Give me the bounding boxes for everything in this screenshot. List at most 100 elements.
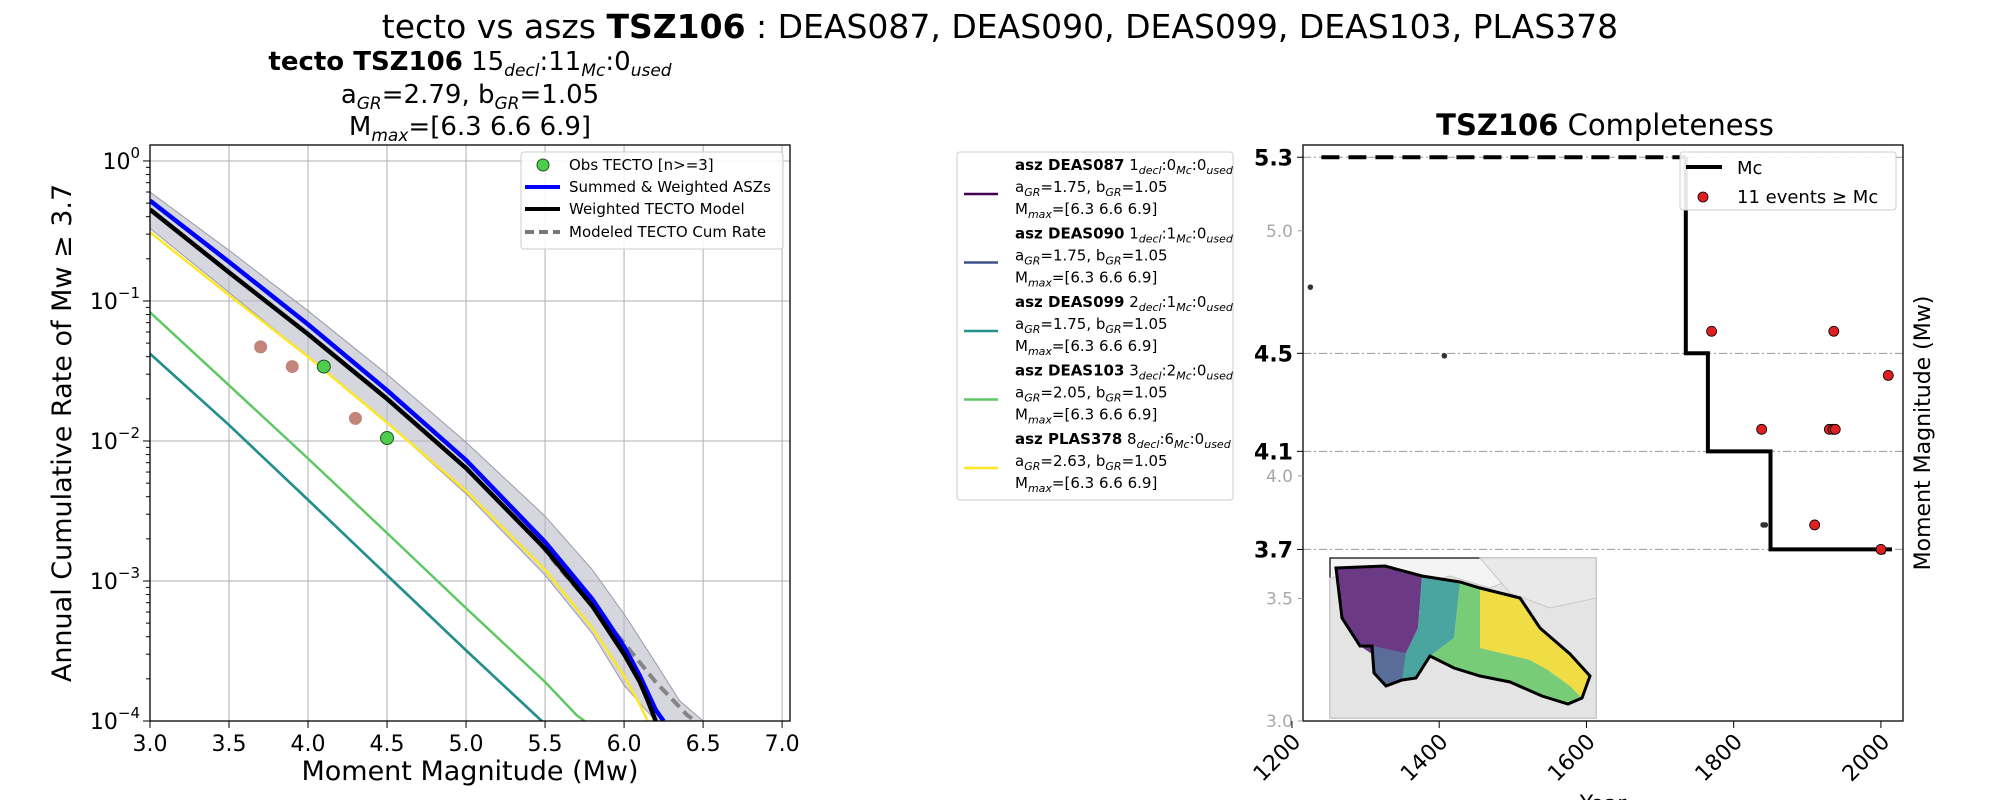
zone-legend-line2: aGR=1.75, bGR=1.05 xyxy=(1015,247,1168,268)
completeness-ytick-label: 5.0 xyxy=(1266,222,1293,242)
zone-legend-line1: asz DEAS087 1decl:0Mc:0used xyxy=(1015,156,1234,177)
zone-legend-line1: asz DEAS099 2decl:1Mc:0used xyxy=(1015,293,1234,314)
recurrence-ytick-label: 10−4 xyxy=(90,704,140,735)
recurrence-ylabel: Annual Cumulative Rate of Mw ≥ 3.7 xyxy=(47,184,78,682)
series-summed-weighted-aszs xyxy=(150,198,666,721)
zone-legend-line1: asz DEAS090 1decl:1Mc:0used xyxy=(1015,225,1234,246)
completeness-ytick-label: 3.0 xyxy=(1266,712,1293,732)
completeness-event xyxy=(1875,544,1887,555)
recurrence-xlabel: Moment Magnitude (Mw) xyxy=(301,756,638,787)
completeness-xtick-label: 1800 xyxy=(1691,730,1748,787)
completeness-ytick-label-bold: 5.3 xyxy=(1254,146,1293,171)
completeness-event-below-mc xyxy=(1762,522,1769,528)
zone-legend-line3: Mmax=[6.3 6.6 6.9] xyxy=(1015,337,1157,358)
legend-asz-label: Summed & Weighted ASZs xyxy=(569,178,771,196)
inset-zone-outline xyxy=(1334,564,1592,706)
recurrence-faded-point xyxy=(285,360,299,374)
recurrence-ytick-label: 10−1 xyxy=(90,284,140,315)
recurrence-obs-point xyxy=(316,359,331,374)
legend-mc-label: Mc xyxy=(1737,158,1762,179)
recurrence-xtick-label: 4.5 xyxy=(370,732,405,757)
completeness-event xyxy=(1756,423,1768,435)
inset-zone-deas099 xyxy=(1402,576,1460,680)
recurrence-xtick-label: 5.0 xyxy=(449,732,484,757)
series-asz-deas103 xyxy=(150,311,586,721)
recurrence-faded-point xyxy=(254,340,268,354)
completeness-event-below-mc xyxy=(1441,352,1448,359)
recurrence-faded-point xyxy=(348,411,362,425)
recurrence-obs-point xyxy=(380,431,395,446)
zone-legend-line3: Mmax=[6.3 6.6 6.9] xyxy=(1015,269,1157,290)
completeness-xlabel: Year xyxy=(1579,792,1628,800)
recurrence-ytick-label: 10−3 xyxy=(90,564,140,595)
inset-zone-deas090 xyxy=(1372,646,1406,686)
legend-tecto-label: Weighted TECTO Model xyxy=(569,200,745,218)
completeness-event-below-mc xyxy=(1307,284,1314,290)
completeness-event xyxy=(1882,369,1894,381)
zone-legend-line3: Mmax=[6.3 6.6 6.9] xyxy=(1015,406,1157,427)
zone-legend-line2: aGR=2.05, bGR=1.05 xyxy=(1015,384,1168,405)
completeness-ytick-label: 3.5 xyxy=(1266,589,1293,609)
completeness-axes-frame xyxy=(1302,144,1904,722)
recurrence-ytick-label: 100 xyxy=(102,144,140,175)
recurrence-legend-box xyxy=(520,151,784,250)
legend-events-label: 11 events ≥ Mc xyxy=(1737,187,1878,208)
completeness-legend-box xyxy=(1679,151,1897,211)
left-title-line3: Mmax=[6.3 6.6 6.9] xyxy=(349,112,591,146)
recurrence-xtick-label: 5.5 xyxy=(528,732,563,757)
recurrence-xtick-label: 4.0 xyxy=(291,732,326,757)
completeness-ytick-label-bold: 3.7 xyxy=(1254,538,1293,563)
recurrence-xtick-label: 6.5 xyxy=(686,732,721,757)
inset-zone-plas378 xyxy=(1480,588,1590,698)
legend-events-marker xyxy=(1697,191,1709,203)
inset-map-land-north xyxy=(1478,557,1597,609)
completeness-ytick-label-bold: 4.1 xyxy=(1254,440,1293,465)
recurrence-xtick-label: 3.0 xyxy=(133,732,168,757)
recurrence-xtick-label: 7.0 xyxy=(765,732,800,757)
left-title-line2: aGR=2.79, bGR=1.05 xyxy=(341,80,599,114)
recurrence-ytick-label: 10−2 xyxy=(90,424,140,455)
completeness-event xyxy=(1809,519,1821,531)
recurrence-ticks: 3.0 3.5 4.0 4.5 5.0 5.5 6.0 6.5 7.0 100 10−1 10−2 10… xyxy=(90,144,800,757)
completeness-grid xyxy=(1303,156,1903,550)
completeness-ytick-label-bold: 4.5 xyxy=(1254,342,1293,367)
zone-legend-line2: aGR=2.63, bGR=1.05 xyxy=(1015,452,1168,473)
zone-legend-line3: Mmax=[6.3 6.6 6.9] xyxy=(1015,200,1157,221)
legend-modeled-label: Modeled TECTO Cum Rate xyxy=(569,223,766,241)
inset-zone-deas103 xyxy=(1430,582,1582,704)
completeness-event xyxy=(1829,423,1841,435)
recurrence-legend: Obs TECTO [n>=3] Summed & Weighted ASZs … xyxy=(520,151,784,250)
zone-legend-line3: Mmax=[6.3 6.6 6.9] xyxy=(1015,474,1157,495)
recurrence-chart: 3.0 3.5 4.0 4.5 5.0 5.5 6.0 6.5 7.0 100 10−1 10−2 10… xyxy=(47,144,800,787)
series-weighted-tecto-model xyxy=(150,207,658,721)
inset-zone-deas087 xyxy=(1336,566,1422,658)
completeness-mc-step xyxy=(1683,157,1892,552)
zone-legend-box xyxy=(956,151,1234,501)
series-modeled-tecto-cum-rate xyxy=(527,529,697,721)
zone-legend-line2: aGR=1.75, bGR=1.05 xyxy=(1015,178,1168,199)
completeness-xtick-label: 1400 xyxy=(1396,730,1453,787)
recurrence-axes-frame xyxy=(149,144,791,722)
zone-legend-line1: asz PLAS378 8decl:6Mc:0used xyxy=(1015,430,1232,451)
recurrence-xtick-label: 3.5 xyxy=(212,732,247,757)
series-asz-deas099 xyxy=(150,352,544,721)
completeness-xtick-label: 2000 xyxy=(1838,730,1895,787)
inset-map xyxy=(1329,557,1597,719)
recurrence-data xyxy=(150,191,704,721)
left-title-line1: tecto TSZ106 15decl:11Mc:0used xyxy=(268,47,671,81)
legend-obs-label: Obs TECTO [n>=3] xyxy=(569,156,714,174)
completeness-event xyxy=(1706,325,1717,337)
zone-legend-line1: asz DEAS103 3decl:2Mc:0used xyxy=(1015,362,1234,383)
series-asz-plas378 xyxy=(150,231,649,721)
completeness-title: TSZ106 Completeness xyxy=(1436,108,1774,142)
completeness-chart: TSZ106 Completeness 3.7 4.1 4.5 5.3 3.0 3.5 4.… xyxy=(1249,108,1936,800)
legend-obs-marker xyxy=(536,158,550,172)
left-plot-title: tecto TSZ106 15decl:11Mc:0used aGR=2.79,… xyxy=(268,47,671,146)
completeness-ylabel: Moment Magnitude (Mw) xyxy=(1911,296,1936,571)
